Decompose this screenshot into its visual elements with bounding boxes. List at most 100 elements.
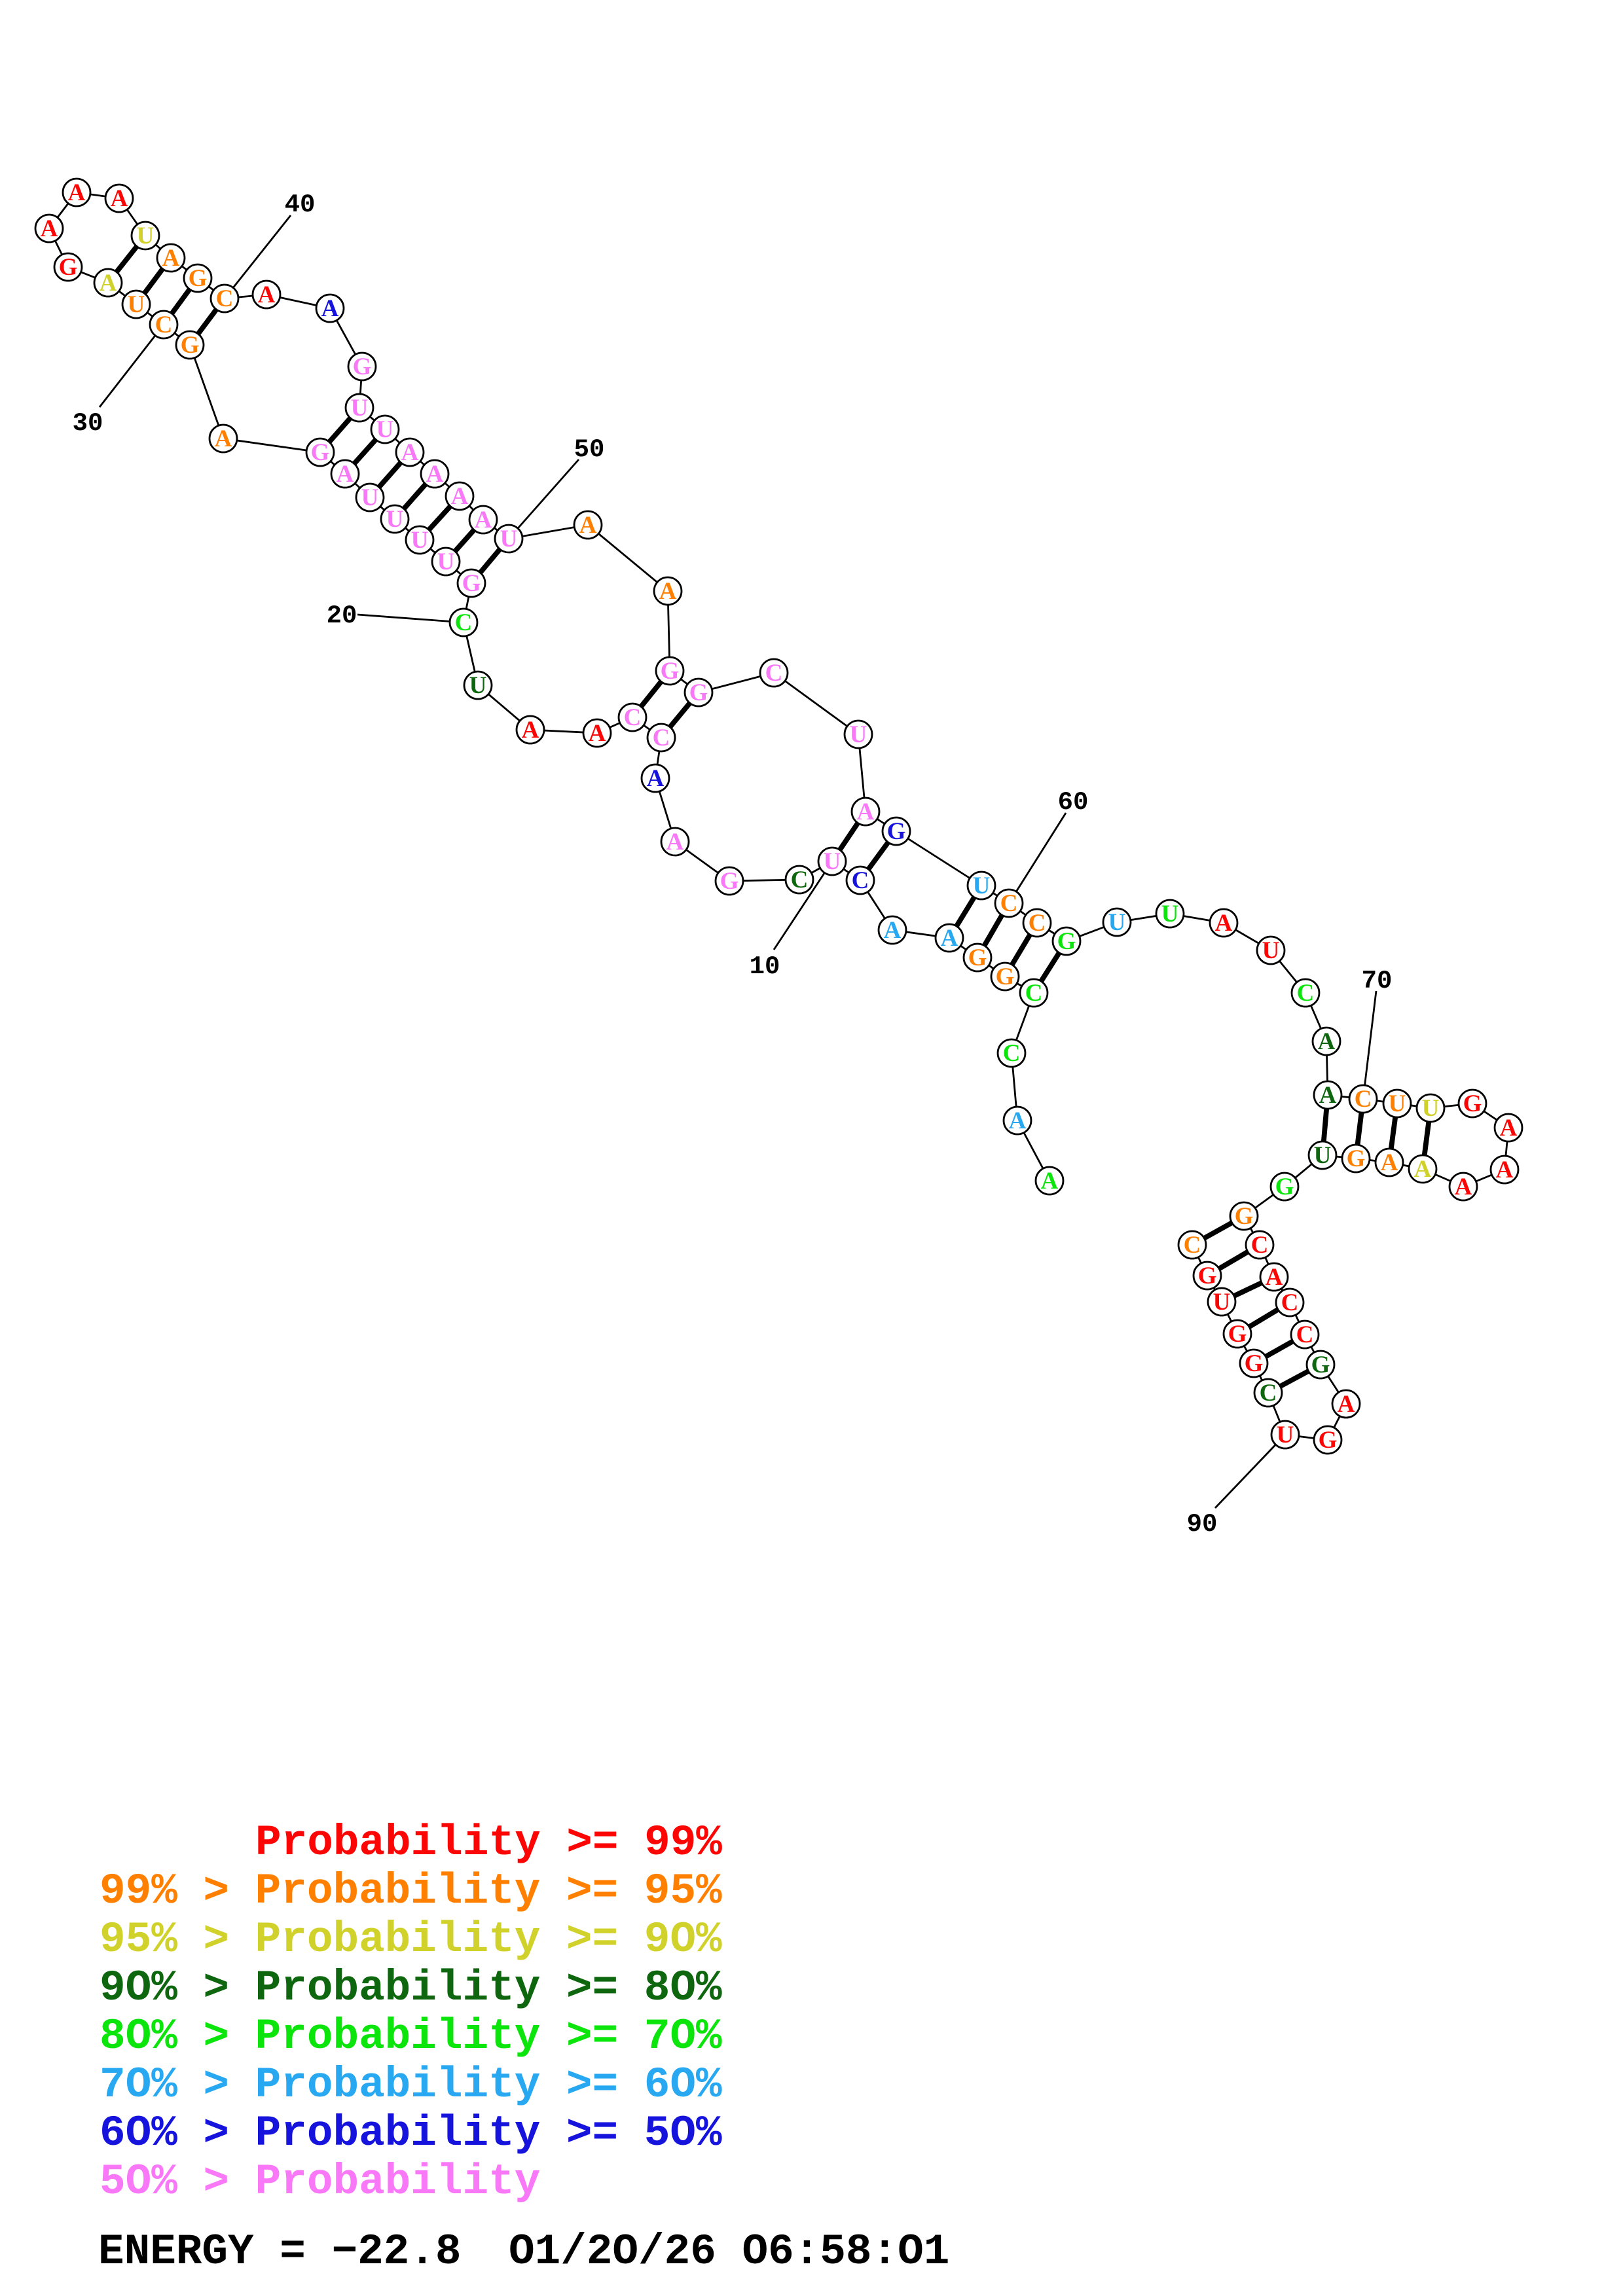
svg-text:C: C: [791, 867, 809, 893]
svg-text:G: G: [968, 944, 987, 971]
svg-text:U: U: [1422, 1095, 1440, 1122]
svg-text:5O% > Probability: 5O% > Probability: [100, 2157, 540, 2206]
svg-text:C: C: [1184, 1232, 1201, 1259]
svg-text:A: A: [162, 245, 180, 272]
svg-text:U: U: [1108, 909, 1126, 936]
svg-text:A: A: [451, 483, 469, 510]
svg-text:40: 40: [285, 190, 316, 219]
svg-text:A: A: [100, 270, 117, 296]
svg-text:A: A: [589, 720, 606, 747]
svg-text:U: U: [411, 527, 429, 554]
svg-text:ENERGY = −22.8: ENERGY = −22.8: [98, 2227, 462, 2276]
svg-text:A: A: [1215, 910, 1233, 937]
svg-text:A: A: [1318, 1028, 1336, 1055]
svg-text:10: 10: [750, 952, 780, 981]
svg-text:A: A: [68, 179, 86, 206]
svg-text:U: U: [824, 848, 841, 875]
svg-text:U: U: [500, 526, 518, 552]
svg-text:G: G: [1228, 1321, 1247, 1348]
svg-text:U: U: [1389, 1090, 1406, 1117]
svg-text:U: U: [973, 872, 991, 899]
svg-text:U: U: [1161, 901, 1179, 927]
svg-text:A: A: [1319, 1082, 1337, 1109]
svg-text:C: C: [155, 312, 173, 338]
svg-text:G: G: [1463, 1090, 1482, 1117]
svg-text:C: C: [624, 704, 642, 731]
svg-text:A: A: [1381, 1149, 1398, 1176]
svg-text:C: C: [1281, 1289, 1299, 1316]
svg-text:U: U: [376, 416, 394, 443]
svg-text:60: 60: [1058, 788, 1089, 817]
svg-text:U: U: [351, 395, 369, 422]
svg-text:A: A: [857, 798, 875, 825]
svg-text:A: A: [1414, 1156, 1432, 1183]
svg-text:G: G: [59, 254, 78, 281]
svg-text:C: C: [653, 725, 670, 751]
svg-text:A: A: [941, 925, 958, 952]
svg-text:C: C: [1251, 1232, 1269, 1259]
svg-text:A: A: [321, 295, 339, 322]
svg-text:G: G: [1057, 928, 1076, 955]
svg-text:50: 50: [574, 435, 605, 464]
svg-text:A: A: [337, 461, 354, 488]
svg-text:U: U: [1213, 1289, 1231, 1316]
svg-text:U: U: [361, 484, 379, 511]
svg-text:99% > Probability >= 95%: 99% > Probability >= 95%: [100, 1867, 722, 1916]
svg-text:A: A: [1455, 1174, 1472, 1200]
svg-text:G: G: [181, 332, 200, 359]
svg-text:A: A: [1496, 1157, 1514, 1183]
svg-text:O1/2O/26 O6:58:O1: O1/2O/26 O6:58:O1: [509, 2227, 949, 2276]
svg-text:30: 30: [73, 409, 103, 438]
svg-text:A: A: [215, 425, 232, 452]
svg-text:G: G: [1311, 1352, 1330, 1378]
svg-text:A: A: [666, 829, 684, 855]
svg-text:G: G: [1198, 1263, 1217, 1289]
svg-text:90: 90: [1187, 1510, 1218, 1539]
svg-text:G: G: [720, 868, 739, 895]
svg-text:G: G: [1347, 1145, 1366, 1172]
svg-text:A: A: [647, 765, 665, 792]
svg-text:G: G: [1275, 1174, 1294, 1200]
svg-text:20: 20: [327, 601, 357, 630]
svg-text:G: G: [661, 658, 680, 685]
svg-text:C: C: [455, 609, 473, 636]
svg-text:A: A: [522, 717, 539, 744]
svg-text:U: U: [1262, 937, 1280, 964]
svg-text:G: G: [887, 818, 906, 845]
svg-text:G: G: [1319, 1427, 1338, 1454]
svg-text:U: U: [437, 548, 455, 575]
svg-text:A: A: [1338, 1391, 1355, 1418]
svg-text:A: A: [579, 512, 597, 539]
svg-text:A: A: [1009, 1107, 1027, 1134]
svg-text:G: G: [353, 353, 372, 380]
svg-text:G: G: [1235, 1203, 1254, 1230]
svg-text:U: U: [1314, 1142, 1332, 1169]
svg-text:A: A: [258, 281, 276, 308]
svg-text:G: G: [311, 439, 330, 466]
svg-text:6O% > Probability >= 5O%: 6O% > Probability >= 5O%: [100, 2109, 722, 2158]
svg-text:G: G: [1245, 1350, 1264, 1377]
svg-text:U: U: [1277, 1422, 1294, 1448]
svg-text:C: C: [1029, 910, 1046, 937]
svg-text:A: A: [1041, 1168, 1059, 1194]
svg-text:G: G: [462, 570, 481, 597]
svg-text:C: C: [852, 867, 869, 894]
svg-text:G: G: [189, 265, 208, 292]
svg-text:9O% > Probability >= 8O%: 9O% > Probability >= 8O%: [100, 1964, 722, 2013]
svg-text:C: C: [1025, 980, 1043, 1007]
svg-text:C: C: [1000, 890, 1018, 917]
svg-text:A: A: [475, 507, 492, 533]
svg-text:A: A: [884, 917, 902, 944]
svg-text:C: C: [765, 660, 783, 687]
svg-text:Probability >= 99%: Probability >= 99%: [255, 1818, 722, 1867]
svg-text:G: G: [689, 679, 708, 706]
svg-text:7O% > Probability >= 6O%: 7O% > Probability >= 6O%: [100, 2060, 722, 2109]
svg-text:A: A: [41, 215, 58, 242]
svg-text:A: A: [111, 185, 128, 212]
svg-text:C: C: [216, 285, 234, 312]
svg-text:C: C: [1003, 1040, 1021, 1067]
svg-text:U: U: [469, 672, 487, 699]
svg-text:A: A: [1500, 1115, 1518, 1141]
svg-text:C: C: [1296, 1321, 1314, 1348]
svg-text:A: A: [401, 439, 419, 466]
